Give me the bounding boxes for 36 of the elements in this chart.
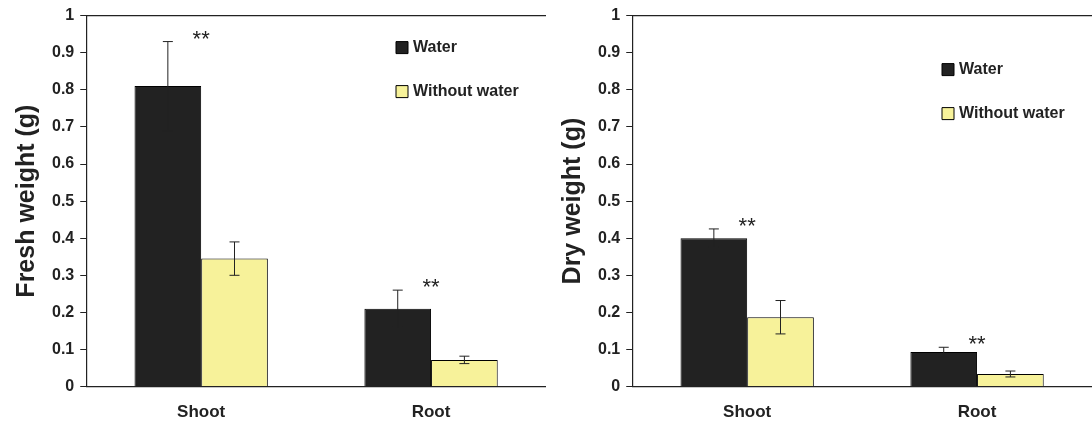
annotation: ** [192, 25, 211, 51]
annotation: ** [968, 331, 987, 357]
legend-label: Without water [413, 82, 519, 100]
legend-label: Water [959, 60, 1003, 78]
y-tick-label: 0.5 [51, 191, 75, 209]
x-tick-label: Shoot [177, 402, 226, 422]
y-tick-label: 1 [65, 6, 75, 24]
y-tick-label: 0.4 [51, 228, 75, 246]
x-tick-label: Root [411, 402, 451, 422]
y-tick-label: 0.9 [51, 43, 75, 61]
x-tick-label: Shoot [723, 402, 772, 422]
y-tick-label: 0.2 [597, 302, 621, 320]
y-tick-label: 0.7 [51, 117, 75, 135]
y-tick-label: 0.9 [597, 43, 621, 61]
legend-label: Water [413, 38, 457, 56]
y-tick-label: 0.7 [597, 117, 621, 135]
y-tick-label: 1 [611, 6, 621, 24]
annotation: ** [422, 274, 441, 300]
annotation: ** [738, 212, 757, 238]
legend-label: Without water [959, 104, 1065, 122]
y-tick-label: 0.8 [597, 80, 621, 98]
y-tick-label: 0.2 [51, 302, 75, 320]
y-tick-label: 0 [65, 377, 75, 395]
y-tick-label: 0.1 [597, 339, 621, 357]
y-tick-label: 0.4 [597, 228, 621, 246]
y-tick-label: 0.1 [51, 339, 75, 357]
y-tick-label: 0.5 [597, 191, 621, 209]
y-tick-label: 0.3 [51, 265, 75, 283]
y-axis-title: Fresh weight (g) [10, 104, 39, 298]
x-tick-label: Root [957, 402, 997, 422]
y-tick-label: 0.6 [597, 154, 621, 172]
y-tick-label: 0.6 [51, 154, 75, 172]
y-tick-label: 0.8 [51, 80, 75, 98]
y-tick-label: 0 [611, 377, 621, 395]
y-axis-title: Dry weight (g) [556, 117, 585, 285]
y-tick-label: 0.3 [597, 265, 621, 283]
